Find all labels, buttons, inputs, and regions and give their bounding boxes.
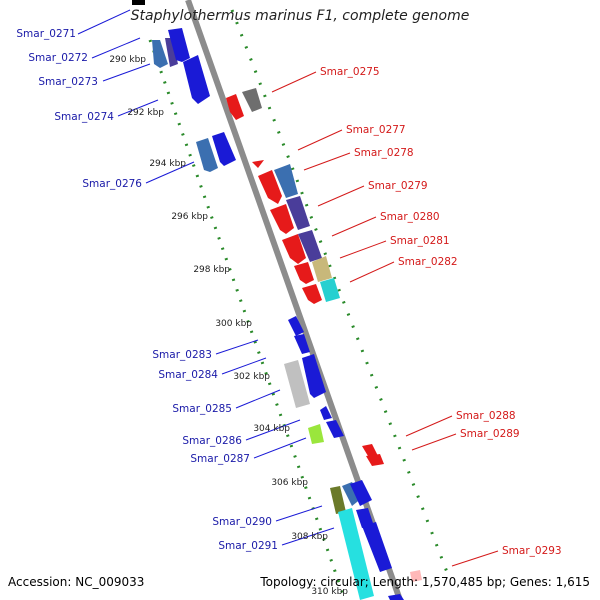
gene-arrow	[350, 480, 372, 506]
gene-arrow	[286, 196, 310, 230]
gene-arrow	[338, 508, 374, 600]
gene-label: Smar_0272	[28, 52, 88, 64]
gene-label: Smar_0277	[346, 124, 406, 136]
gene-arrow	[274, 164, 298, 198]
gene-arrow	[242, 88, 262, 112]
gene-arrow	[326, 420, 344, 438]
gene-arrow	[270, 204, 294, 234]
gene-arrow	[294, 262, 314, 284]
accession-text: Accession: NC_009033	[8, 575, 145, 589]
gene-arrow	[252, 160, 264, 168]
forward-gene-labels: Smar_0271 Smar_0272 Smar_0273 Smar_0274 …	[16, 28, 278, 552]
gene-arrow	[302, 354, 326, 398]
scale-label: 310 kbp	[311, 587, 348, 597]
gene-label: Smar_0291	[218, 540, 278, 552]
gene-arrow	[282, 234, 306, 264]
gene-arrow	[362, 444, 378, 456]
gene-label: Smar_0275	[320, 66, 380, 78]
forward-leader-lines	[77, 9, 335, 546]
gene-label: Smar_0281	[390, 235, 450, 247]
gene-arrow	[132, 0, 145, 5]
gene-label: Smar_0289	[460, 428, 520, 440]
genome-summary-text: Topology: circular; Length: 1,570,485 bp…	[260, 575, 590, 589]
gene-arrow	[330, 486, 346, 514]
reverse-gene-labels: Smar_0275 Smar_0277 Smar_0278 Smar_0279 …	[320, 66, 562, 557]
scale-label: 306 kbp	[271, 478, 308, 488]
gene-label: Smar_0286	[182, 435, 242, 447]
gene-arrow	[183, 55, 210, 104]
gene-arrow	[362, 522, 392, 572]
gene-label: Smar_0288	[456, 410, 516, 422]
reverse-genes	[226, 88, 422, 582]
scale-label: 300 kbp	[215, 319, 252, 329]
forward-genes	[132, 0, 404, 600]
gene-arrow	[258, 170, 282, 204]
gene-label: Smar_0276	[82, 178, 142, 190]
scale-label: 298 kbp	[193, 265, 230, 275]
gene-arrow	[320, 406, 332, 420]
gene-label: Smar_0283	[152, 349, 212, 361]
outer-tick-track	[230, 9, 452, 581]
scale-label: 294 kbp	[149, 159, 186, 169]
gene-label: Smar_0290	[212, 516, 272, 528]
gene-label: Smar_0274	[54, 111, 114, 123]
scale-label: 290 kbp	[109, 55, 146, 65]
gene-label: Smar_0278	[354, 147, 414, 159]
gene-arrow	[366, 454, 384, 466]
gene-label: Smar_0284	[158, 369, 218, 381]
gene-arrow	[312, 256, 332, 282]
gene-label: Smar_0285	[172, 403, 232, 415]
gene-arrow	[284, 360, 310, 408]
gene-arrow	[302, 284, 322, 304]
gene-arrow	[212, 132, 236, 166]
gene-label: Smar_0279	[368, 180, 428, 192]
gene-arrow	[342, 482, 362, 506]
gene-arrow	[196, 138, 218, 172]
scale-label: 304 kbp	[253, 424, 290, 434]
gene-arrow	[320, 278, 340, 302]
gene-arrow	[356, 508, 374, 528]
scale-label: 292 kbp	[127, 108, 164, 118]
reverse-leader-lines	[271, 71, 499, 567]
gene-arrow	[288, 316, 304, 336]
gene-label: Smar_0273	[38, 76, 98, 88]
scale-labels: 290 kbp 292 kbp 294 kbp 296 kbp 298 kbp …	[109, 55, 348, 597]
gene-arrow	[226, 94, 244, 120]
gene-arrow	[308, 424, 324, 444]
gene-arrow	[152, 40, 168, 68]
gene-label: Smar_0280	[380, 211, 440, 223]
gene-arrow	[388, 594, 404, 600]
gene-arrow	[298, 230, 322, 262]
gene-label: Smar_0282	[398, 256, 458, 268]
scale-label: 296 kbp	[171, 212, 208, 222]
gene-arrow	[165, 38, 178, 67]
gene-arrow	[410, 570, 422, 582]
gene-arrow	[294, 334, 310, 354]
scale-label: 308 kbp	[291, 532, 328, 542]
map-title: Staphylothermus marinus F1, complete gen…	[130, 8, 470, 24]
gene-label: Smar_0287	[190, 453, 250, 465]
gene-label: Smar_0271	[16, 28, 76, 40]
gene-arrow	[168, 28, 190, 62]
scale-label: 302 kbp	[233, 372, 270, 382]
gene-label: Smar_0293	[502, 545, 562, 557]
